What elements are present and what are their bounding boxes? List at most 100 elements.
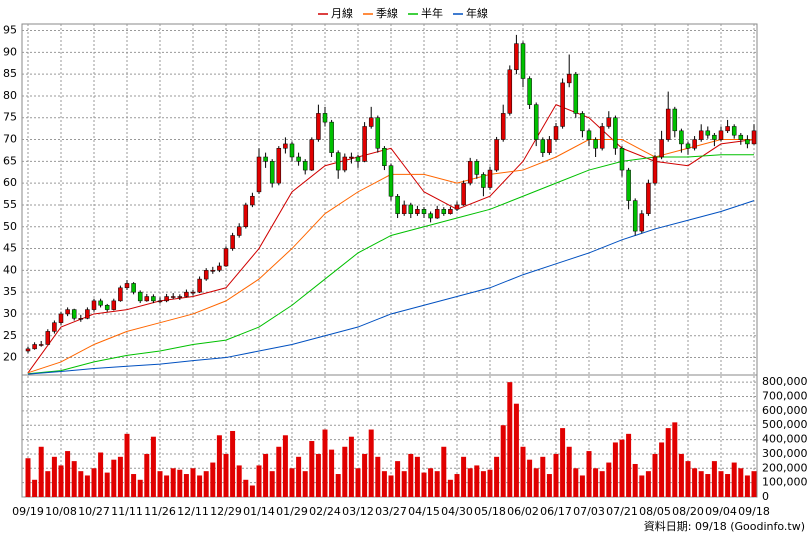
x-tick-label: 04/30 xyxy=(441,505,473,518)
volume-tick-label: 500,000 xyxy=(762,418,808,431)
candle-body xyxy=(415,209,420,214)
volume-tick-label: 300,000 xyxy=(762,447,808,460)
y-tick-label: 30 xyxy=(3,307,17,320)
volume-bar xyxy=(243,479,249,497)
candle-body xyxy=(184,291,189,297)
volume-bar xyxy=(45,471,51,497)
candle-body xyxy=(111,300,117,310)
candle-body xyxy=(593,139,598,149)
volume-bar xyxy=(302,471,308,497)
volume-bar xyxy=(342,446,348,497)
candle-body xyxy=(652,156,658,184)
volume-bar xyxy=(573,468,579,497)
candle-body xyxy=(78,318,84,320)
volume-bar xyxy=(131,474,137,497)
volume-bar xyxy=(467,468,473,497)
candle-body xyxy=(731,126,737,136)
volume-tick-label: 200,000 xyxy=(762,461,808,474)
volume-bar xyxy=(104,472,110,497)
y-tick-label: 40 xyxy=(3,263,17,276)
y-tick-label: 35 xyxy=(3,285,17,298)
candle-body xyxy=(573,73,579,114)
candle-body xyxy=(401,204,407,214)
volume-bar xyxy=(751,471,757,497)
candle-body xyxy=(91,300,97,310)
volume-bar xyxy=(652,453,658,497)
y-tick-label: 60 xyxy=(3,176,17,189)
volume-bar xyxy=(586,451,592,497)
candle-body xyxy=(705,130,711,136)
candle-body xyxy=(725,126,730,132)
volume-bar xyxy=(414,456,420,497)
volume-bar xyxy=(408,453,414,497)
volume-bar xyxy=(78,471,84,497)
x-tick-label: 03/27 xyxy=(375,505,407,518)
y-tick-label: 25 xyxy=(3,329,17,342)
volume-bar xyxy=(216,435,222,497)
candle-body xyxy=(665,108,671,140)
plot-frame xyxy=(21,23,758,498)
legend-label: 季線 xyxy=(376,6,398,20)
x-tick-label: 02/24 xyxy=(309,505,341,518)
candle-body xyxy=(553,126,559,140)
candle-body xyxy=(434,209,440,219)
x-tick-label: 04/15 xyxy=(408,505,440,518)
moving-average-line xyxy=(27,154,754,375)
y-tick-label: 80 xyxy=(3,89,17,102)
volume-bar xyxy=(368,429,374,497)
y-tick-label: 85 xyxy=(3,67,17,80)
volume-tick-label: 600,000 xyxy=(762,404,808,417)
volume-tick-label: 0 xyxy=(762,490,769,503)
volume-bar xyxy=(164,475,170,497)
volume-bar xyxy=(454,474,460,497)
volume-bar xyxy=(223,453,229,497)
candle-body xyxy=(283,143,288,149)
candle-body xyxy=(408,204,414,214)
candle-body xyxy=(520,43,526,79)
volume-bar xyxy=(566,446,572,497)
volume-bar xyxy=(725,474,731,497)
candle-body xyxy=(349,156,354,159)
volume-bar xyxy=(434,471,440,497)
volume-bar xyxy=(322,429,328,497)
volume-bar xyxy=(632,463,638,497)
volume-bar xyxy=(58,465,64,497)
candle-body xyxy=(236,226,242,236)
volume-bar xyxy=(296,456,302,497)
volume-bar xyxy=(71,461,77,497)
volume-bar xyxy=(38,446,44,497)
candle-body xyxy=(580,113,585,132)
candle-body xyxy=(309,139,315,171)
volume-bar xyxy=(236,465,242,497)
candle-body xyxy=(659,139,664,158)
candle-body xyxy=(65,309,70,315)
candle-body xyxy=(203,270,209,280)
volume-bar xyxy=(124,433,130,497)
legend-label: 半年 xyxy=(421,6,443,20)
x-tick-label: 11/26 xyxy=(144,505,176,518)
volume-bar xyxy=(282,435,288,497)
volume-bar xyxy=(731,462,737,497)
volume-bar xyxy=(494,456,500,497)
volume-bar xyxy=(197,475,203,497)
candle-body xyxy=(454,204,460,210)
volume-bar xyxy=(276,446,282,497)
volume-bar xyxy=(421,472,427,497)
candle-body xyxy=(131,283,136,293)
candle-body xyxy=(243,204,249,228)
volume-bar xyxy=(190,468,196,497)
volume-bar xyxy=(65,451,71,497)
volume-bar xyxy=(540,456,546,497)
x-tick-label: 12/11 xyxy=(177,505,209,518)
x-tick-label: 01/14 xyxy=(243,505,275,518)
candle-body xyxy=(151,296,156,302)
candle-body xyxy=(679,130,684,145)
y-tick-label: 95 xyxy=(3,24,17,37)
candle-body xyxy=(382,148,387,166)
volume-bar xyxy=(111,459,117,497)
candle-body xyxy=(124,283,130,289)
volume-bar xyxy=(474,465,480,497)
volume-bar xyxy=(375,456,381,497)
candle-body xyxy=(467,161,473,184)
candle-body xyxy=(692,139,697,149)
